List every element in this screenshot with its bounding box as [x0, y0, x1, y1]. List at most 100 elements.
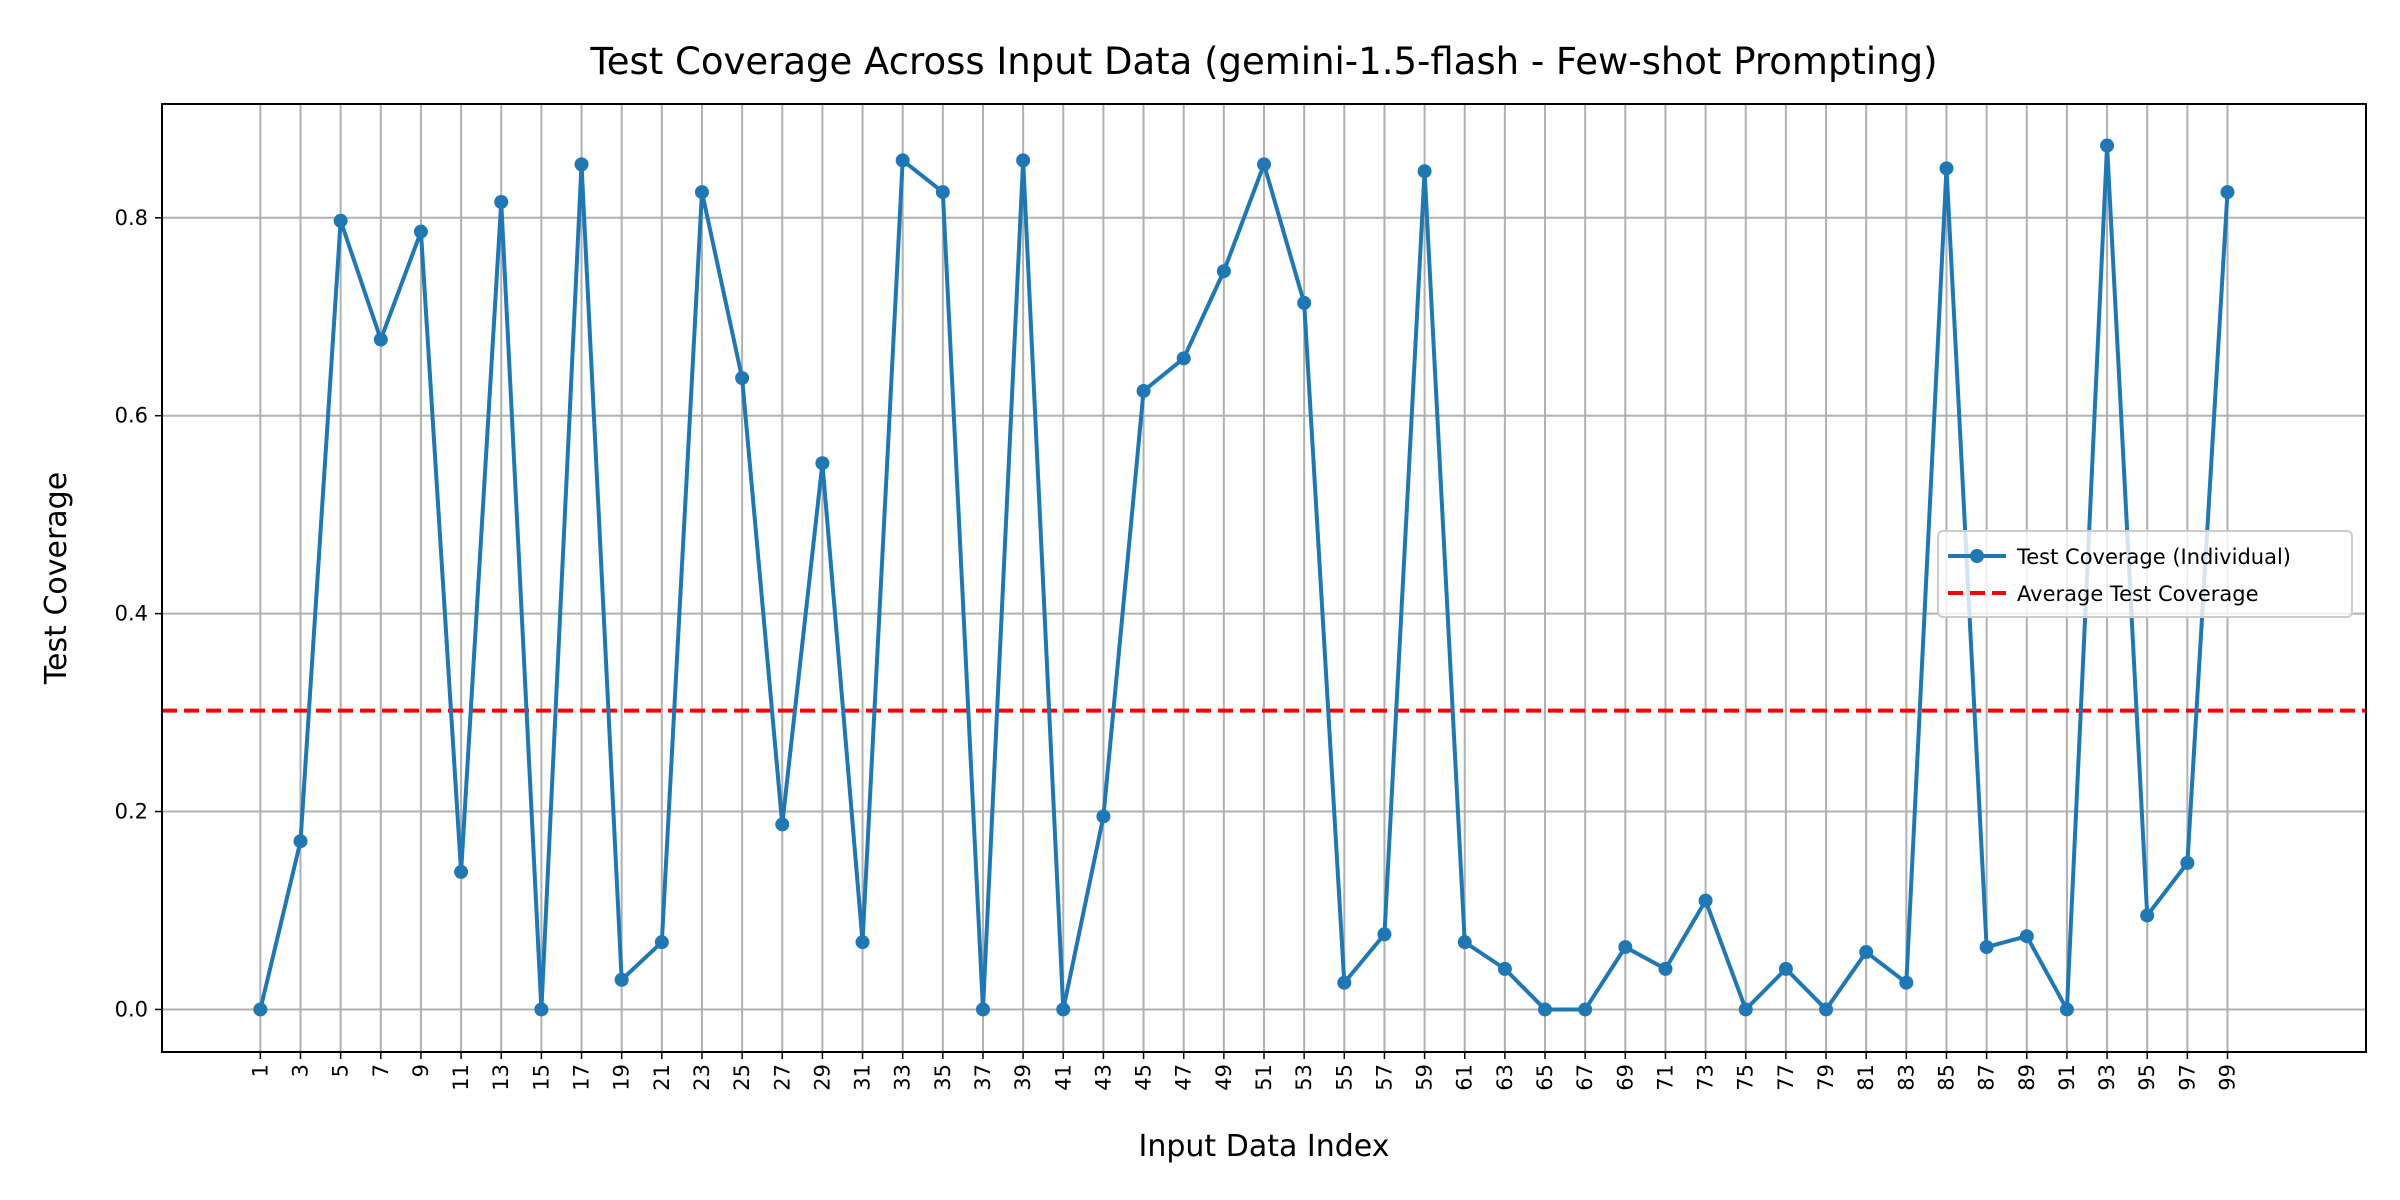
y-tick-label: 0.0 — [115, 997, 148, 1021]
x-tick-label: 41 — [1051, 1064, 1075, 1091]
data-point — [694, 185, 709, 200]
data-point — [975, 1002, 990, 1017]
x-tick-label: 85 — [1934, 1064, 1958, 1091]
data-point — [413, 224, 428, 239]
x-tick-label: 15 — [529, 1064, 553, 1091]
data-point — [935, 185, 950, 200]
data-point — [333, 213, 348, 228]
data-point — [1216, 264, 1231, 279]
data-point — [1859, 945, 1874, 960]
x-tick-label: 91 — [2055, 1064, 2079, 1091]
x-tick-label: 1 — [248, 1064, 272, 1077]
x-tick-label: 43 — [1091, 1064, 1115, 1091]
x-tick-label: 27 — [770, 1064, 794, 1091]
x-axis-label: Input Data Index — [1139, 1129, 1390, 1164]
x-tick-label: 65 — [1533, 1064, 1557, 1091]
x-tick-label: 61 — [1453, 1064, 1477, 1091]
y-tick-label: 0.6 — [115, 404, 148, 428]
series-layer — [253, 138, 2235, 1017]
x-tick-label: 21 — [650, 1064, 674, 1091]
x-tick-label: 13 — [489, 1064, 513, 1091]
data-point — [1698, 893, 1713, 908]
data-point — [2059, 1002, 2074, 1017]
data-point — [1176, 351, 1191, 366]
data-point — [534, 1002, 549, 1017]
x-tick-label: 53 — [1292, 1064, 1316, 1091]
x-tick-label: 75 — [1734, 1064, 1758, 1091]
data-point — [1056, 1002, 1071, 1017]
x-tick-label: 73 — [1694, 1064, 1718, 1091]
x-tick-label: 99 — [2215, 1064, 2239, 1091]
data-point — [2180, 855, 2195, 870]
x-tick-label: 67 — [1573, 1064, 1597, 1091]
data-point — [2220, 185, 2235, 200]
x-tick-label: 77 — [1774, 1064, 1798, 1091]
data-point — [1578, 1002, 1593, 1017]
x-tick-label: 7 — [369, 1064, 393, 1077]
x-tick-label: 49 — [1212, 1064, 1236, 1091]
x-tick-label: 37 — [971, 1064, 995, 1091]
chart-title: Test Coverage Across Input Data (gemini-… — [589, 40, 1937, 83]
data-point — [1136, 383, 1151, 398]
x-tick-label: 69 — [1613, 1064, 1637, 1091]
data-point — [1337, 975, 1352, 990]
x-tick-label: 25 — [730, 1064, 754, 1091]
data-point — [614, 972, 629, 987]
series-line-individual — [258, 143, 2230, 1012]
x-tick-label: 87 — [1975, 1064, 1999, 1091]
data-point — [1457, 935, 1472, 950]
data-point — [454, 864, 469, 879]
x-tick-label: 59 — [1413, 1064, 1437, 1091]
data-point — [1899, 975, 1914, 990]
data-point — [2019, 929, 2034, 944]
data-point — [1618, 940, 1633, 955]
x-tick-label: 83 — [1894, 1064, 1918, 1091]
x-tick-label: 31 — [851, 1064, 875, 1091]
data-point — [1497, 961, 1512, 976]
data-point — [1417, 164, 1432, 179]
data-point — [1819, 1002, 1834, 1017]
data-point — [855, 935, 870, 950]
x-tick-label: 81 — [1854, 1064, 1878, 1091]
data-point — [253, 1002, 268, 1017]
y-axis-ticks: 0.0 0.2 0.4 0.6 0.8 — [115, 206, 162, 1021]
x-tick-label: 29 — [810, 1064, 834, 1091]
x-tick-label: 93 — [2095, 1064, 2119, 1091]
y-axis-label: Test Coverage — [39, 472, 74, 685]
x-tick-label: 33 — [891, 1064, 915, 1091]
data-point — [2140, 908, 2155, 923]
data-point — [1658, 961, 1673, 976]
legend-label-average: Average Test Coverage — [2017, 582, 2259, 606]
data-point — [1377, 927, 1392, 942]
data-point — [895, 153, 910, 168]
x-tick-label: 17 — [570, 1064, 594, 1091]
legend-marker-individual — [1970, 549, 1984, 563]
legend-box — [1937, 530, 2353, 618]
y-tick-label: 0.4 — [115, 602, 148, 626]
data-point — [373, 332, 388, 347]
x-tick-label: 57 — [1372, 1064, 1396, 1091]
data-point — [815, 456, 830, 471]
data-point — [1297, 295, 1312, 310]
data-point — [1778, 961, 1793, 976]
data-point — [1738, 1002, 1753, 1017]
legend: Test Coverage (Individual) Average Test … — [1937, 530, 2353, 618]
data-point — [2100, 138, 2115, 153]
x-tick-label: 19 — [610, 1064, 634, 1091]
x-tick-label: 23 — [690, 1064, 714, 1091]
data-point — [293, 834, 308, 849]
x-tick-label: 95 — [2135, 1064, 2159, 1091]
x-tick-label: 97 — [2175, 1064, 2199, 1091]
x-tick-label: 63 — [1493, 1064, 1517, 1091]
x-tick-label: 9 — [409, 1064, 433, 1077]
x-tick-label: 71 — [1653, 1064, 1677, 1091]
x-tick-label: 35 — [931, 1064, 955, 1091]
y-tick-label: 0.8 — [115, 206, 148, 230]
x-tick-label: 3 — [289, 1064, 313, 1077]
data-point — [1016, 153, 1031, 168]
x-tick-label: 47 — [1172, 1064, 1196, 1091]
legend-label-individual: Test Coverage (Individual) — [2016, 545, 2291, 569]
data-point — [735, 371, 750, 386]
x-tick-label: 45 — [1132, 1064, 1156, 1091]
